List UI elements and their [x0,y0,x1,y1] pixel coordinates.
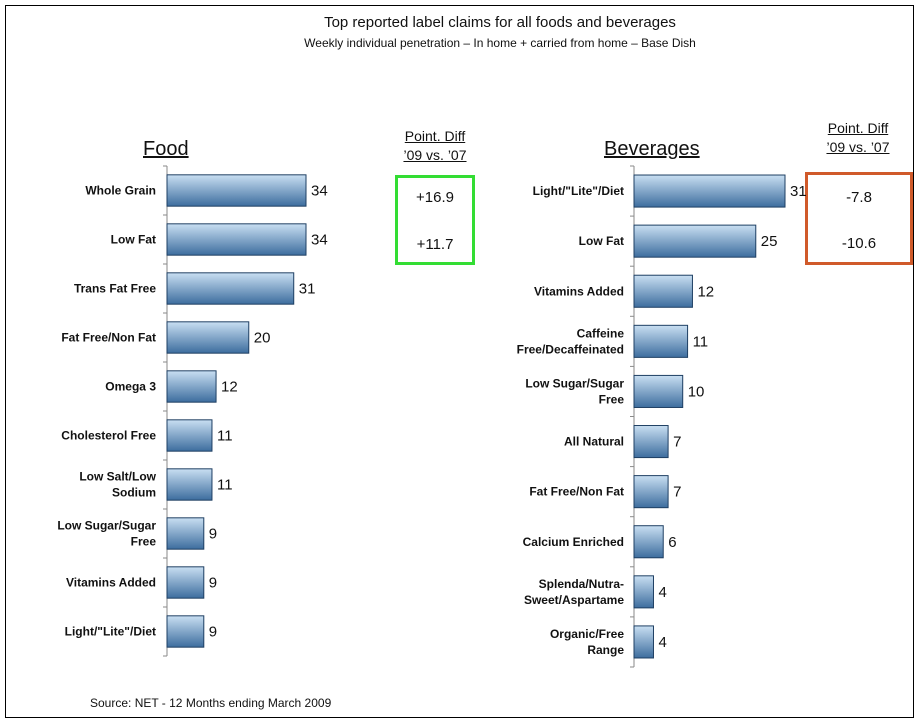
beverages-value-label: 4 [658,634,666,651]
food-category-label: Whole Grain [85,184,156,198]
food-bar [166,223,307,256]
food-category-label: Trans Fat Free [74,282,156,296]
beverages-bar [633,425,669,459]
food-value-label: 9 [209,526,217,543]
beverages-bar [633,525,664,559]
food-category-label: Low Sugar/Sugar Free [57,519,156,549]
beverages-category-label: Fat Free/Non Fat [529,485,624,499]
beverages-category-label: All Natural [564,435,624,449]
food-value-label: 31 [299,281,316,298]
food-value-label: 12 [221,379,238,396]
beverages-category-label: Splenda/Nutra-Sweet/Aspartame [524,577,624,607]
food-bar [166,272,295,305]
beverages-category-label: Low Sugar/Sugar Free [525,376,624,406]
food-bar [166,321,250,354]
food-value-label: 11 [217,428,233,445]
food-category-label: Omega 3 [105,380,156,394]
beverages-bar [633,324,689,358]
beverages-bar [633,174,786,208]
food-category-label: Cholesterol Free [61,429,156,443]
beverages-point-diff-heading: Point. Diff ’09 vs. ’07 [803,119,913,157]
food-point-diff-value: +16.9 [416,189,454,206]
food-value-label: 9 [209,575,217,592]
point-diff-period: ’09 vs. ’07 [826,139,890,155]
food-point-diff-value: +11.7 [416,236,454,253]
beverages-point-diff-value: -7.8 [846,189,872,206]
beverages-value-label: 7 [673,484,681,501]
beverages-bar [633,625,654,659]
beverages-value-label: 4 [658,584,666,601]
beverages-category-label: Light/"Lite"/Diet [533,184,624,198]
food-heading: Food [143,138,189,160]
beverages-bar [633,475,669,509]
food-value-label: 20 [254,330,271,347]
beverages-heading: Beverages [604,138,700,160]
food-bar [166,468,213,501]
point-diff-label: Point. Diff [404,128,466,144]
food-bar [166,174,307,207]
food-point-diff-heading: Point. Diff ’09 vs. ’07 [380,127,490,165]
food-bar [166,370,217,403]
food-category-label: Fat Free/Non Fat [61,331,156,345]
food-point-diff-box: +16.9 +11.7 [395,175,475,265]
beverages-value-label: 11 [693,333,709,350]
beverages-category-label: Caffeine Free/Decaffeinated [517,326,625,356]
beverages-value-label: 10 [688,383,705,400]
beverages-bar [633,224,757,258]
source-note: Source: NET - 12 Months ending March 200… [90,696,332,710]
food-bar [166,566,205,599]
beverages-point-diff-box: -7.8 -10.6 [805,172,913,265]
beverages-bar [633,274,693,308]
food-value-label: 9 [209,624,217,641]
food-category-label: Light/"Lite"/Diet [65,625,156,639]
beverages-value-label: 31 [790,183,807,200]
beverages-bar [633,374,684,408]
point-diff-period: ’09 vs. ’07 [403,147,467,163]
beverages-category-label: Calcium Enriched [523,535,624,549]
chart-title: Top reported label claims for all foods … [324,14,676,31]
point-diff-label: Point. Diff [827,120,889,136]
food-bar [166,615,205,648]
beverages-bar [633,575,654,609]
food-value-label: 34 [311,183,328,200]
beverages-category-label: Vitamins Added [534,284,624,298]
beverages-category-label: Organic/Free Range [550,627,624,657]
slide-frame [5,5,914,718]
beverages-value-label: 12 [697,283,714,300]
beverages-point-diff-value: -10.6 [841,235,877,252]
food-category-label: Low Salt/Low Sodium [79,470,156,500]
beverages-value-label: 6 [668,534,676,551]
chart-subtitle: Weekly individual penetration – In home … [304,36,696,50]
food-category-label: Vitamins Added [66,576,156,590]
beverages-category-label: Low Fat [579,234,624,248]
beverages-value-label: 25 [761,233,778,250]
beverages-value-label: 7 [673,434,681,451]
food-category-label: Low Fat [111,233,156,247]
food-bar [166,517,205,550]
food-value-label: 34 [311,232,328,249]
food-bar [166,419,213,452]
food-value-label: 11 [217,477,233,494]
